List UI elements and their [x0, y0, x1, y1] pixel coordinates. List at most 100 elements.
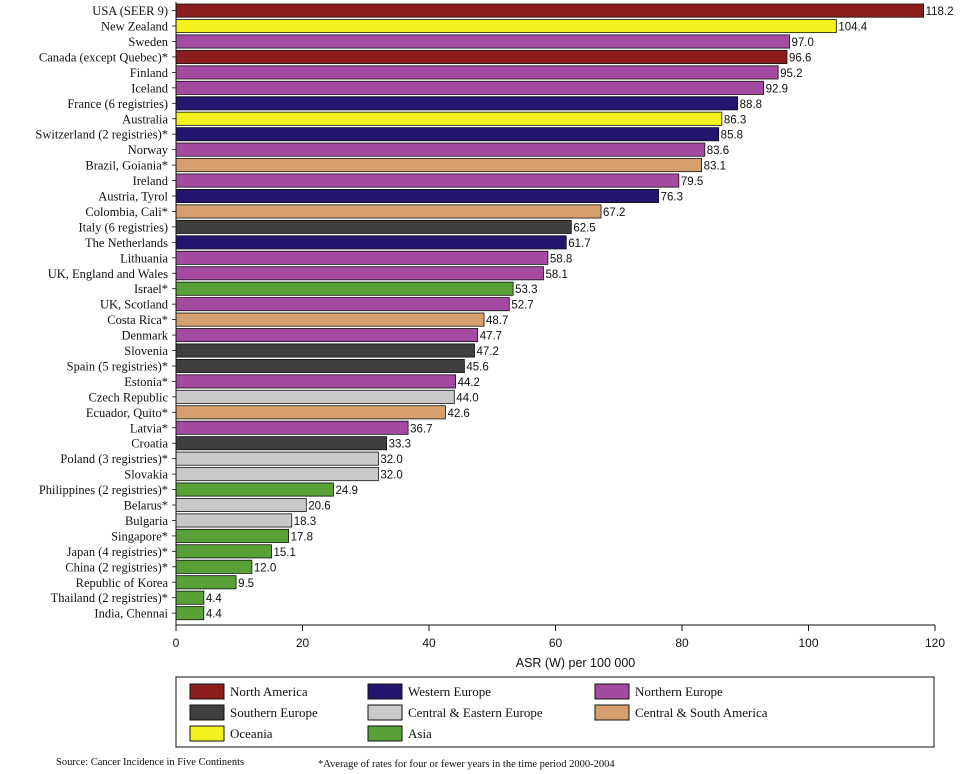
bar	[175, 312, 485, 327]
category-label: New Zealand	[101, 20, 169, 34]
data-label: 47.2	[477, 346, 499, 358]
category-label: Ireland	[133, 174, 169, 188]
data-label: 61.7	[568, 238, 590, 250]
x-tick-label: 60	[549, 636, 563, 650]
bar	[175, 497, 307, 512]
data-label: 96.6	[789, 52, 811, 64]
data-label: 79.5	[681, 176, 703, 188]
category-label: Israel*	[134, 282, 168, 296]
category-label: Spain (5 registries)*	[67, 359, 168, 373]
footnote: *Average of rates for four or fewer year…	[318, 759, 615, 770]
bar	[175, 590, 205, 605]
legend-label: Western Europe	[408, 684, 491, 699]
x-tick-label: 20	[296, 636, 310, 650]
bar	[175, 528, 289, 543]
legend-label: Asia	[408, 726, 432, 741]
category-label: Croatia	[131, 437, 168, 451]
bar	[175, 3, 925, 18]
data-label: 12.0	[254, 562, 276, 574]
category-label: Singapore*	[111, 529, 168, 543]
bar	[175, 420, 409, 435]
data-label: 83.1	[704, 161, 726, 173]
legend-label: Southern Europe	[230, 705, 318, 720]
category-label: Estonia*	[124, 375, 168, 389]
data-label: 62.5	[573, 222, 595, 234]
legend-swatch	[189, 704, 225, 721]
data-label: 44.0	[456, 392, 478, 404]
bar	[175, 297, 510, 312]
category-label: India, Chennai	[94, 607, 168, 621]
data-label: 76.3	[661, 192, 683, 204]
bar	[175, 49, 788, 64]
x-axis-title: ASR (W) per 100 000	[516, 656, 636, 670]
data-label: 48.7	[486, 315, 508, 327]
bar	[175, 173, 680, 188]
data-label: 44.2	[458, 377, 480, 389]
bar	[175, 358, 465, 373]
bar	[175, 467, 379, 482]
data-label: 18.3	[294, 516, 316, 528]
legend-label: Oceania	[230, 726, 273, 741]
legend-box	[175, 676, 935, 748]
bar	[175, 451, 379, 466]
data-label: 20.6	[308, 501, 330, 513]
category-label: Colombia, Cali*	[85, 205, 168, 219]
category-label: Australia	[122, 112, 168, 126]
x-tick-label: 0	[173, 636, 180, 650]
data-label: 97.0	[792, 37, 814, 49]
category-label: Belarus*	[124, 499, 168, 513]
x-tick-label: 100	[798, 636, 818, 650]
source-note: Source: Cancer Incidence in Five Contine…	[56, 757, 244, 768]
bar	[175, 111, 723, 126]
legend-label: Central & South America	[635, 705, 768, 720]
bar	[175, 606, 205, 621]
bar	[175, 328, 479, 343]
data-label: 88.8	[740, 99, 762, 111]
bar	[175, 575, 237, 590]
category-label: Switzerland (2 registries)*	[35, 128, 168, 142]
bar	[175, 65, 779, 80]
legend-swatch	[594, 704, 630, 721]
x-tick-label: 120	[925, 636, 945, 650]
bar	[175, 343, 475, 358]
data-label: 92.9	[766, 83, 788, 95]
data-label: 32.0	[380, 454, 402, 466]
data-label: 9.5	[238, 578, 254, 590]
x-tick-label: 80	[675, 636, 689, 650]
bar	[175, 127, 720, 142]
bar	[175, 250, 549, 265]
category-label: Ecuador, Quito*	[86, 406, 168, 420]
bar	[175, 235, 567, 250]
category-label: Czech Republic	[89, 390, 169, 404]
bar	[175, 389, 455, 404]
category-label: Austria, Tyrol	[98, 190, 168, 204]
data-label: 118.2	[926, 6, 954, 18]
legend-label: North America	[230, 684, 308, 699]
category-label: UK, Scotland	[100, 298, 169, 312]
bar	[175, 482, 334, 497]
x-tick-label: 40	[422, 636, 436, 650]
data-label: 24.9	[335, 485, 357, 497]
category-label: Sweden	[128, 35, 168, 49]
legend: North America Western Europe Northern Euro…	[175, 676, 935, 748]
category-label: France (6 registries)	[67, 97, 168, 111]
data-label: 4.4	[206, 609, 223, 621]
bar	[175, 374, 456, 389]
bar	[175, 96, 739, 111]
category-label: Costa Rica*	[107, 313, 168, 327]
bar	[175, 19, 837, 34]
category-label: Thailand (2 registries)*	[51, 591, 168, 605]
category-label: China (2 registries)*	[65, 560, 168, 574]
bar	[175, 559, 253, 574]
data-label: 4.4	[206, 593, 223, 605]
data-label: 58.8	[550, 253, 572, 265]
bar	[175, 188, 659, 203]
bar	[175, 281, 514, 296]
category-label: Philippines (2 registries)*	[39, 483, 168, 497]
data-label: 53.3	[515, 284, 537, 296]
data-label: 17.8	[291, 531, 313, 543]
bar	[175, 204, 602, 219]
data-label: 33.3	[389, 439, 411, 451]
category-label: Brazil, Goiania*	[85, 159, 168, 173]
category-label: Finland	[130, 66, 169, 80]
